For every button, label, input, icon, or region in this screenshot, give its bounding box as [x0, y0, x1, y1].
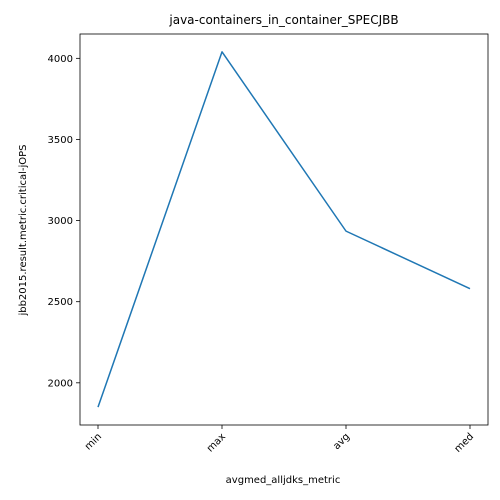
y-axis-label: jbb2015.result.metric.critical-jOPS: [18, 144, 29, 316]
plot-frame: [79, 33, 489, 426]
y-tick-label-2000: 2000: [48, 378, 73, 389]
y-tick-label-2500: 2500: [48, 297, 73, 308]
y-axis: 2000 2500 3000 3500 4000: [48, 54, 80, 389]
plot-area: [79, 33, 489, 426]
x-tick-label-max: max: [205, 431, 228, 454]
x-tick-label-min: min: [83, 431, 104, 452]
x-axis-label: avgmed_alljdks_metric: [226, 475, 341, 486]
x-axis: min max avg med: [83, 425, 476, 455]
y-tick-label-4000: 4000: [48, 54, 73, 65]
y-tick-label-3000: 3000: [48, 216, 73, 227]
x-tick-label-med: med: [453, 431, 477, 455]
x-tick-label-avg: avg: [331, 431, 352, 452]
y-tick-label-3500: 3500: [48, 135, 73, 146]
series-line-0: [97, 51, 471, 408]
chart-title: java-containers_in_container_SPECJBB: [168, 13, 398, 27]
